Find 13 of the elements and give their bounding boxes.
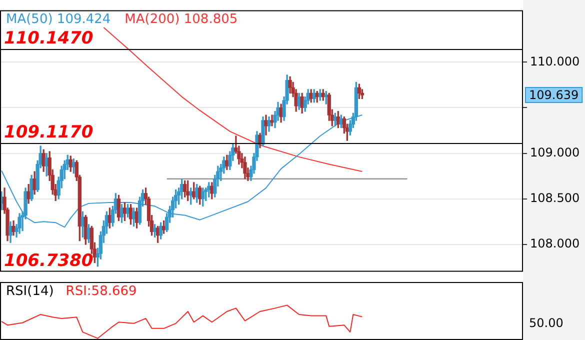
text: RSI:58.669 bbox=[66, 284, 137, 299]
ref-line-label: 109.1170 bbox=[4, 122, 94, 142]
text: MA(50) 109.424 bbox=[6, 12, 111, 28]
annotation: 106.7380 bbox=[4, 250, 94, 271]
text: 50.00 bbox=[529, 316, 564, 330]
text: 109.639 bbox=[529, 88, 579, 102]
ref-line-label: 110.1470 bbox=[4, 28, 94, 48]
series-label: MA(200) 108.805 bbox=[124, 12, 238, 28]
y-tick-label: 110.000 bbox=[530, 54, 580, 68]
y-tick-label: 108.500 bbox=[530, 191, 580, 206]
y-tick-label: 109.000 bbox=[530, 145, 580, 160]
y-tick-label: 108.000 bbox=[530, 236, 580, 251]
chart-title: RSI(14) bbox=[6, 284, 54, 299]
